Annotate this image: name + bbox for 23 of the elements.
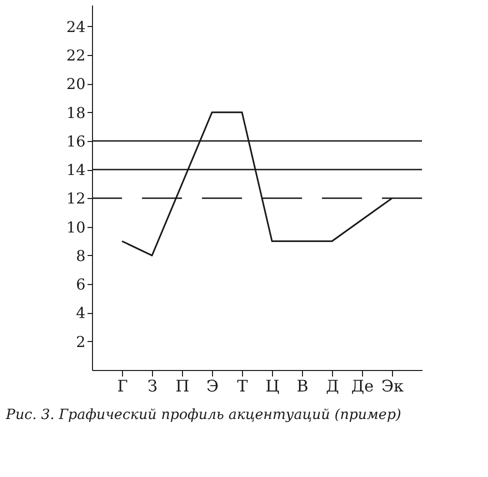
- x-tick-label: Г: [117, 376, 128, 396]
- y-tick-label: 10: [66, 218, 86, 236]
- x-tick-label: В: [296, 376, 308, 396]
- text: Рис. 3. Графический профиль акцентуаций (пример): [4, 407, 402, 423]
- y-tick-label: 14: [66, 161, 86, 180]
- y-tick-label: 16: [66, 132, 86, 150]
- x-tick-label: Э: [206, 376, 219, 396]
- y-tick-label: 24: [66, 18, 86, 36]
- x-tick-label: Д: [326, 376, 340, 396]
- y-tick-label: 2: [76, 332, 86, 351]
- y-tick-label: 18: [66, 104, 86, 122]
- y-tick-label: 8: [76, 246, 86, 265]
- x-tick-label: Эк: [381, 376, 404, 396]
- y-tick-label: 6: [76, 276, 86, 294]
- y-tick-label: 20: [66, 75, 86, 94]
- x-tick-label: П: [176, 376, 190, 396]
- y-tick-label: 12: [66, 190, 86, 208]
- x-tick-label: Т: [237, 376, 248, 396]
- x-tick-label: Де: [351, 376, 374, 396]
- x-tick-label: Ц: [266, 376, 280, 396]
- y-tick-label: 4: [76, 304, 86, 322]
- x-tick-label: З: [148, 376, 158, 396]
- y-tick-label: 22: [66, 46, 86, 65]
